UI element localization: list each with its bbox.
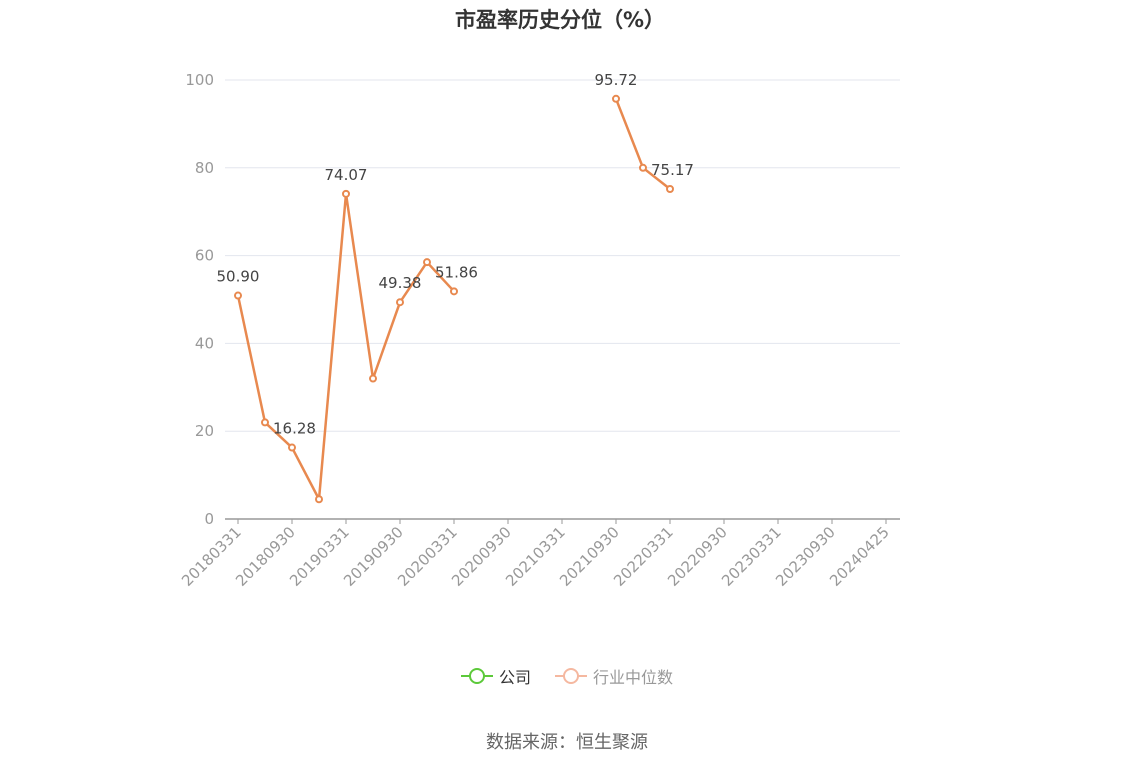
series-line-segment [236,192,455,501]
legend-marker-company [460,666,493,686]
data-label: 74.07 [325,166,368,184]
y-tick-label: 60 [195,247,214,265]
legend-marker-industry-median [555,666,587,686]
data-point[interactable] [234,291,242,300]
y-tick-label: 20 [195,422,214,440]
legend-label-company: 公司 [498,668,531,687]
y-tick-label: 40 [195,334,214,352]
data-point[interactable] [612,94,620,103]
chart-title: 市盈率历史分位（%） [454,8,666,32]
y-tick-label: 80 [195,159,214,177]
y-tick-label: 0 [204,510,214,528]
data-label: 50.90 [217,268,260,286]
data-point[interactable] [288,443,296,452]
data-point[interactable] [261,418,269,427]
source-note: 数据来源：恒生聚源 [486,732,648,753]
grid-lines [225,79,900,432]
data-point[interactable] [639,163,647,172]
legend-item-company[interactable]: 公司 [460,664,531,688]
data-point[interactable] [450,287,458,296]
chart-plot: 0204060801002018033120180930201903312019… [178,71,900,590]
x-tick-label: 20240425 [826,523,893,590]
y-tick-label: 100 [185,71,214,89]
data-point[interactable] [423,258,431,267]
data-labels: 50.90 16.28 74.07 49.38 51.86 95.72 75.17 [217,71,694,438]
data-point[interactable] [369,374,377,383]
data-label: 16.28 [273,420,316,438]
data-label: 75.17 [651,161,694,179]
legend-item-industry-median[interactable]: 行业中位数 [555,664,673,688]
series-company [234,94,674,504]
data-label: 95.72 [595,71,638,89]
data-point[interactable] [396,298,404,307]
legend: 公司 行业中位数 [0,664,1134,688]
axes: 0204060801002018033120180930201903312019… [178,71,900,590]
data-label: 51.86 [435,263,478,281]
data-point[interactable] [666,185,674,194]
data-point[interactable] [342,189,350,198]
data-point[interactable] [315,495,323,504]
legend-label-industry-median: 行业中位数 [593,668,674,687]
data-label: 49.38 [379,274,422,292]
